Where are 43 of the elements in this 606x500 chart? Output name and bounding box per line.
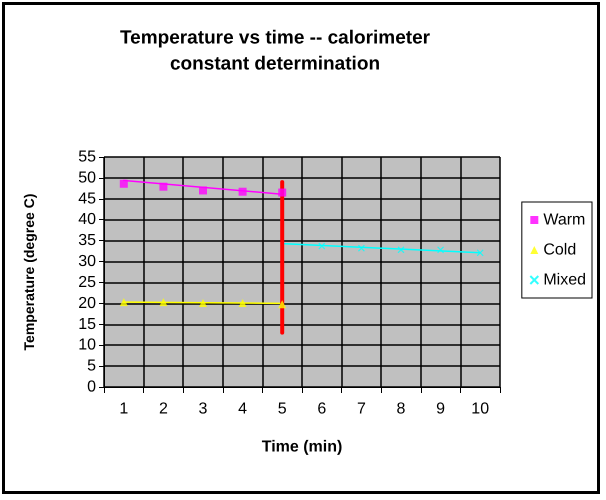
y-tick-label: 30 [78, 253, 96, 270]
chart-title: Temperature vs time -- calorimeter constant determination [120, 28, 431, 74]
point [278, 188, 286, 197]
y-tick-label: 20 [78, 294, 96, 312]
point [238, 298, 247, 307]
x-tick-label: 1 [119, 400, 128, 418]
legend-label: Cold [543, 242, 576, 258]
y-tick-label: 15 [78, 316, 96, 333]
y-tick-label: 45 [78, 190, 96, 208]
x-tick-label: 2 [158, 400, 168, 418]
point [238, 188, 247, 196]
point [120, 180, 128, 188]
y-tick-label: 0 [87, 378, 96, 396]
point [397, 246, 405, 254]
point [199, 298, 207, 307]
x-tick-label: 5 [278, 400, 287, 418]
legend-label: Warm [543, 212, 586, 228]
y-tick-label: 35 [78, 232, 96, 250]
point [318, 242, 326, 250]
y-tick-label: 5 [87, 358, 96, 375]
x-tick-label: 8 [396, 400, 406, 418]
y-tick-label: 25 [78, 274, 96, 291]
x-axis-title: Time (min) [262, 438, 342, 456]
x-tick-label: 9 [436, 400, 446, 418]
y-axis-title: Temperature (degree C) [21, 194, 37, 350]
point [358, 244, 365, 252]
point [437, 246, 444, 254]
y-tick-label: 40 [78, 211, 96, 228]
y-tick-label: 50 [78, 169, 96, 186]
point [199, 186, 207, 194]
point [278, 300, 286, 308]
x-tick-label: 10 [471, 400, 490, 418]
y-tick-label: 55 [78, 148, 96, 166]
x-tick-label: 6 [317, 400, 326, 418]
x-tick-label: 7 [356, 400, 366, 418]
x-tick-label: 4 [238, 400, 248, 418]
point [159, 298, 168, 306]
point [159, 182, 168, 191]
y-tick-label: 10 [78, 336, 96, 354]
point [120, 298, 128, 306]
legend-label: Mixed [543, 272, 586, 288]
x-tick-label: 3 [198, 400, 208, 418]
point [476, 249, 484, 256]
